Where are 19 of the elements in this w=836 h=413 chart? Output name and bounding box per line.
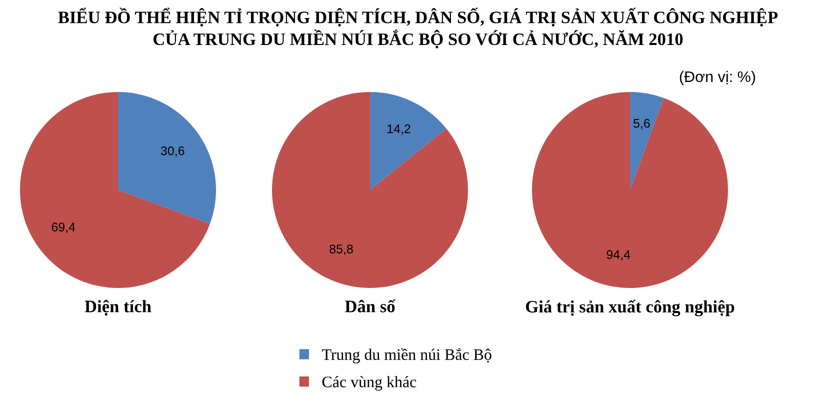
text: Diện tích [84,300,152,316]
pie-slice [272,92,468,288]
text: Giá trị sản xuất công nghiệp [526,300,734,316]
text: (Đơn vị: %) [680,70,756,86]
pie-slice [118,92,216,224]
data-label: 94,4 [606,250,630,260]
data-label: 30,6 [160,146,184,157]
text: Dân số [344,300,396,312]
pie-slice [532,92,728,288]
pie-slice [370,92,446,190]
data-label: 85,8 [330,244,353,255]
chart-title: BIỂU ĐỒ THỂ HIỆN TỈ TRỌNG DIỆN TÍCH, DÂN SỐ, GIÁ TRỊ SẢN XUẤT CÔNG NGHIỆP CỦA TRUNG DU MIỀN NÚI BẮC BỘ SO VỚI CẢ NƯỚC, NĂM 2010 [58,8,778,48]
pie-slice [630,92,664,190]
data-label: 14,2 [388,124,410,135]
legend-label: Trung du miền núi Bắc Bộ [322,348,492,364]
data-label: 69,4 [52,222,76,233]
data-label: 5,6 [633,118,650,130]
legend-label: Các vùng khác [322,376,416,391]
pie-slice [20,92,210,288]
